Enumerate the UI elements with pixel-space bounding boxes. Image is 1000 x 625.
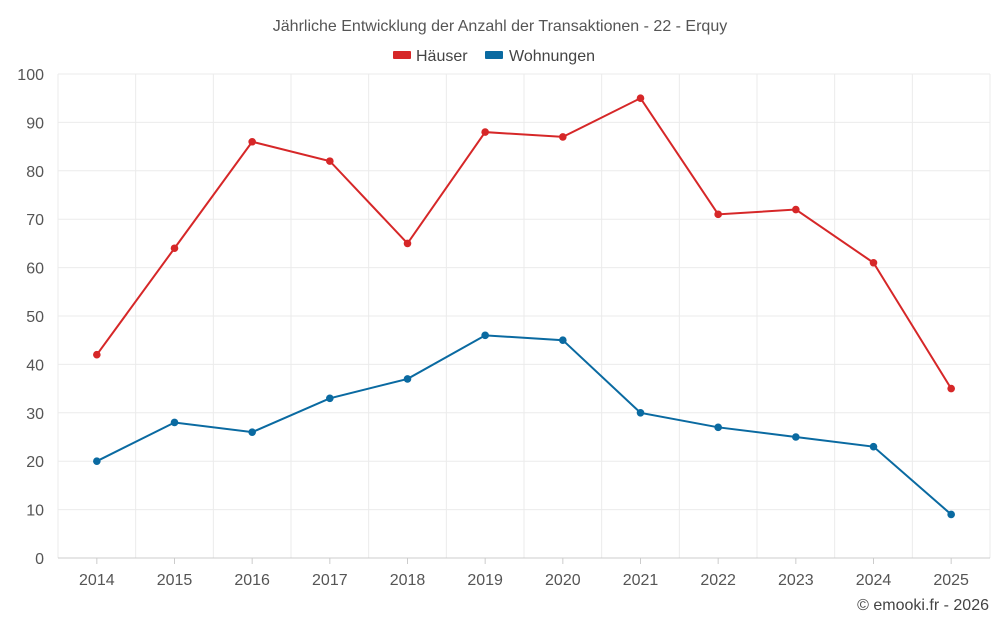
x-tick-label: 2020 — [545, 572, 581, 589]
data-point-houses[interactable] — [792, 205, 800, 214]
x-tick-label: 2022 — [700, 572, 736, 589]
x-tick-label: 2019 — [467, 572, 503, 589]
data-point-houses[interactable] — [481, 128, 489, 136]
data-point-apartments[interactable] — [636, 409, 645, 417]
legend-label-apartments: Wohnungen — [509, 48, 595, 65]
legend-label-houses: Häuser — [416, 48, 468, 65]
data-point-apartments[interactable] — [869, 442, 878, 451]
data-point-houses[interactable] — [714, 210, 722, 219]
x-tick-label: 2014 — [79, 572, 115, 589]
data-point-apartments[interactable] — [714, 423, 722, 432]
chart-title: Jährliche Entwicklung der Anzahl der Tra… — [273, 18, 727, 35]
data-point-houses[interactable] — [947, 384, 955, 393]
data-point-apartments[interactable] — [326, 394, 334, 403]
legend-swatch-houses — [393, 51, 411, 59]
y-tick-label: 60 — [26, 261, 44, 278]
data-point-houses[interactable] — [248, 137, 256, 146]
data-point-apartments[interactable] — [559, 336, 567, 345]
y-tick-label: 10 — [26, 503, 44, 520]
legend-item-apartments[interactable]: Wohnungen — [485, 48, 595, 65]
data-point-houses[interactable] — [93, 350, 101, 359]
y-tick-label: 20 — [26, 454, 44, 471]
data-point-apartments[interactable] — [481, 331, 489, 340]
data-point-apartments[interactable] — [170, 418, 179, 427]
data-point-houses[interactable] — [403, 239, 412, 248]
data-point-apartments[interactable] — [93, 457, 101, 466]
data-point-apartments[interactable] — [403, 375, 412, 383]
legend[interactable]: Häuser Wohnungen — [393, 48, 595, 65]
y-tick-label: 80 — [26, 164, 44, 181]
x-tick-label: 2021 — [623, 572, 659, 589]
y-tick-label: 0 — [35, 551, 44, 568]
legend-item-houses[interactable]: Häuser — [393, 48, 468, 65]
y-tick-label: 50 — [26, 309, 44, 326]
y-tick-label: 90 — [26, 115, 44, 132]
data-point-apartments[interactable] — [248, 428, 256, 436]
data-point-houses[interactable] — [170, 244, 179, 253]
data-point-apartments[interactable] — [947, 510, 955, 519]
data-point-houses[interactable] — [559, 133, 567, 141]
y-tick-label: 100 — [17, 67, 44, 84]
legend-swatch-apartments — [485, 51, 503, 59]
x-tick-label: 2015 — [157, 572, 193, 589]
x-tick-label: 2023 — [778, 572, 814, 589]
y-tick-label: 40 — [26, 357, 44, 374]
y-tick-label: 30 — [26, 406, 44, 423]
data-point-houses[interactable] — [326, 157, 334, 165]
y-tick-label: 70 — [26, 212, 44, 229]
grid — [57, 73, 991, 558]
series-line-houses — [96, 96, 953, 390]
x-tick-label: 2016 — [234, 572, 270, 589]
credit-text: © emooki.fr - 2026 — [857, 597, 989, 614]
data-point-houses[interactable] — [869, 258, 878, 267]
axes: 0 10 20 30 40 50 60 70 80 90 100 2014 2015 2016 2017 20… — [17, 67, 990, 589]
data-point-houses[interactable] — [636, 94, 645, 102]
series — [93, 94, 955, 519]
x-tick-label: 2024 — [856, 572, 892, 589]
x-tick-label: 2018 — [390, 572, 426, 589]
x-tick-label: 2017 — [312, 572, 348, 589]
series-line-apartments — [96, 334, 952, 516]
x-tick-label: 2025 — [933, 572, 969, 589]
data-point-apartments[interactable] — [792, 433, 800, 441]
